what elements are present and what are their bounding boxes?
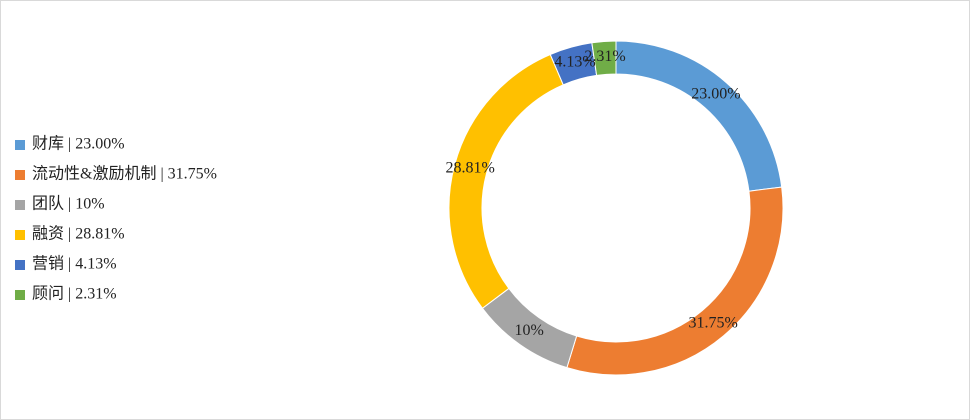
legend-label: 团队 | 10% (32, 195, 105, 213)
legend-swatch (15, 140, 25, 150)
legend-swatch (15, 260, 25, 270)
data-label: 31.75% (688, 314, 737, 331)
donut-slice (591, 40, 617, 76)
data-label: 23.00% (691, 85, 740, 102)
legend-label: 融资 | 28.81% (32, 225, 125, 243)
data-label: 4.13% (554, 53, 595, 70)
legend-label: 财库 | 23.00% (32, 135, 125, 153)
data-label: 2.31% (584, 48, 625, 65)
legend-label: 顾问 | 2.31% (32, 285, 117, 303)
legend-label: 营销 | 4.13% (32, 255, 117, 273)
legend-swatch (15, 200, 25, 210)
legend-swatch (15, 230, 25, 240)
data-label: 10% (515, 322, 544, 339)
legend-swatch (15, 290, 25, 300)
data-label: 28.81% (445, 160, 494, 177)
legend-label: 流动性&激励机制 | 31.75% (32, 165, 217, 183)
legend-swatch (15, 170, 25, 180)
